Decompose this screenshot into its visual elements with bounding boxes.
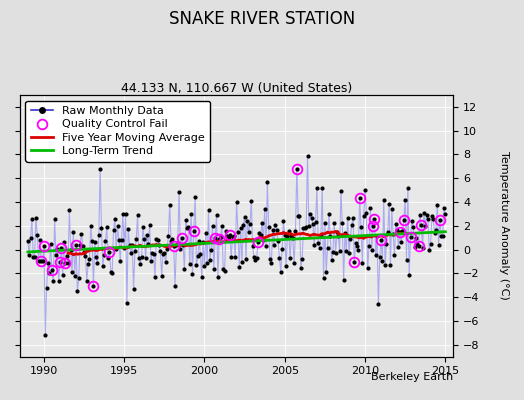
- Title: 44.133 N, 110.667 W (United States): 44.133 N, 110.667 W (United States): [121, 82, 352, 95]
- Text: Berkeley Earth: Berkeley Earth: [371, 372, 453, 382]
- Legend: Raw Monthly Data, Quality Control Fail, Five Year Moving Average, Long-Term Tren: Raw Monthly Data, Quality Control Fail, …: [26, 100, 211, 162]
- Text: SNAKE RIVER STATION: SNAKE RIVER STATION: [169, 10, 355, 28]
- Y-axis label: Temperature Anomaly (°C): Temperature Anomaly (°C): [499, 151, 509, 300]
